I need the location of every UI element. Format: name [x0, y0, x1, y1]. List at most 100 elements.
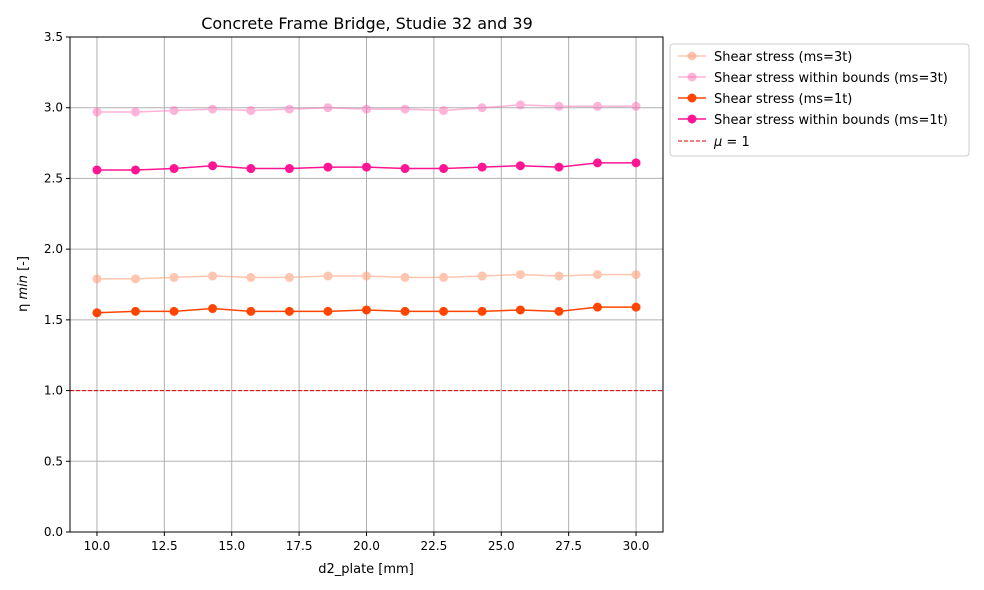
- y-tick-label: 2.0: [44, 242, 63, 256]
- series-1-point: [554, 101, 564, 111]
- y-tick-label: 2.5: [44, 171, 63, 185]
- series-3-point: [477, 162, 487, 172]
- series-0-point: [631, 270, 641, 280]
- series-1-point: [130, 107, 140, 117]
- series-3-point: [554, 162, 564, 172]
- series-1-point: [246, 106, 256, 116]
- series-3-point: [362, 162, 371, 172]
- y-axis-label-italic: min: [16, 275, 31, 300]
- series-0-point: [400, 272, 410, 282]
- series-2-point: [130, 306, 140, 316]
- series-0-point: [92, 274, 102, 284]
- legend-marker-series-3: [687, 114, 697, 124]
- legend-label-reference-symbol: μ: [713, 135, 722, 150]
- series-2-point: [246, 306, 256, 316]
- series-0: [92, 270, 641, 284]
- y-axis-label-prefix: η: [16, 300, 31, 312]
- series-0-point: [593, 270, 603, 280]
- x-tick-label: 20.0: [353, 539, 380, 553]
- series-3-point: [284, 164, 294, 174]
- legend-label-reference: μ = 1: [713, 135, 750, 150]
- series-2: [92, 302, 641, 318]
- series-2-point: [554, 306, 564, 316]
- y-axis-label: η min [-]: [16, 256, 31, 312]
- x-tick-label: 25.0: [488, 539, 515, 553]
- series-1-point: [323, 103, 333, 113]
- x-tick-label: 10.0: [84, 539, 111, 553]
- series-3-point: [439, 164, 449, 174]
- series-2-point: [631, 302, 641, 312]
- y-tick-label: 0.0: [44, 525, 63, 539]
- legend: Shear stress (ms=3t) Shear stress within…: [669, 43, 970, 157]
- series-3-point: [169, 164, 179, 174]
- series-0-point: [477, 271, 487, 281]
- series-1-point: [593, 101, 603, 111]
- y-tick-label: 3.0: [44, 101, 63, 115]
- series-2-point: [362, 305, 371, 315]
- series-1-point: [92, 107, 102, 117]
- x-axis-label: d2_plate [mm]: [318, 562, 414, 577]
- chart-title: Concrete Frame Bridge, Studie 32 and 39: [201, 14, 533, 33]
- series-1-point: [284, 104, 294, 114]
- legend-label-reference-suffix: = 1: [722, 135, 749, 150]
- series-0-point: [362, 271, 371, 281]
- y-tick-label: 1.5: [44, 313, 63, 327]
- series-0-point: [169, 272, 179, 282]
- series-0-point: [515, 270, 525, 280]
- series-1-point: [439, 106, 449, 116]
- series-3-point: [246, 164, 256, 174]
- series-1-point: [477, 103, 487, 113]
- series-1: [92, 100, 641, 117]
- series-2-point: [323, 306, 333, 316]
- series-1-point: [400, 104, 410, 114]
- series-1-point: [169, 106, 179, 116]
- x-tick-label: 30.0: [623, 539, 650, 553]
- x-tick-label: 27.5: [555, 539, 582, 553]
- series-3-point: [323, 162, 333, 172]
- series-1-point: [631, 101, 641, 111]
- series-2-point: [400, 306, 410, 316]
- x-tick-label: 22.5: [421, 539, 448, 553]
- series-2-point: [284, 306, 294, 316]
- series-0-point: [439, 272, 449, 282]
- series-0-point: [284, 272, 294, 282]
- series-1-point: [362, 104, 371, 114]
- y-tick-label: 3.5: [44, 30, 63, 44]
- ticks: 10.0 12.5 15.0 17.5 20.0 22.5 25.0 27.5 30.0 0.0 0…: [44, 30, 649, 553]
- series-3-point: [208, 161, 218, 171]
- series-2-point: [169, 306, 179, 316]
- legend-label-series-0: Shear stress (ms=3t): [714, 50, 852, 65]
- series-0-point: [323, 271, 333, 281]
- legend-box: [669, 43, 970, 157]
- series-3-point: [515, 161, 525, 171]
- series-0-point: [130, 274, 140, 284]
- legend-label-series-2: Shear stress (ms=1t): [714, 92, 852, 107]
- series-2-point: [593, 302, 603, 312]
- series-3-point: [631, 158, 641, 168]
- legend-marker-series-0: [687, 51, 697, 61]
- series-group: [92, 100, 641, 318]
- x-tick-label: 12.5: [151, 539, 178, 553]
- legend-marker-series-2: [687, 93, 697, 103]
- series-0-point: [246, 272, 256, 282]
- x-tick-label: 15.0: [218, 539, 245, 553]
- series-1-point: [208, 104, 218, 114]
- legend-label-series-3: Shear stress within bounds (ms=1t): [714, 113, 948, 128]
- series-2-point: [439, 306, 449, 316]
- series-2-point: [515, 305, 525, 315]
- y-axis-label-suffix: [-]: [16, 256, 31, 275]
- legend-label-series-1: Shear stress within bounds (ms=3t): [714, 71, 948, 86]
- x-tick-label: 17.5: [286, 539, 313, 553]
- legend-marker-series-1: [687, 72, 697, 82]
- series-2-point: [477, 306, 487, 316]
- y-tick-label: 0.5: [44, 454, 63, 468]
- series-3-point: [593, 158, 603, 168]
- series-3: [92, 158, 641, 175]
- series-3-point: [92, 165, 102, 175]
- series-2-point: [92, 308, 102, 318]
- series-2-point: [208, 304, 218, 314]
- series-3-point: [130, 165, 140, 175]
- series-3-point: [400, 164, 410, 174]
- series-0-point: [208, 271, 218, 281]
